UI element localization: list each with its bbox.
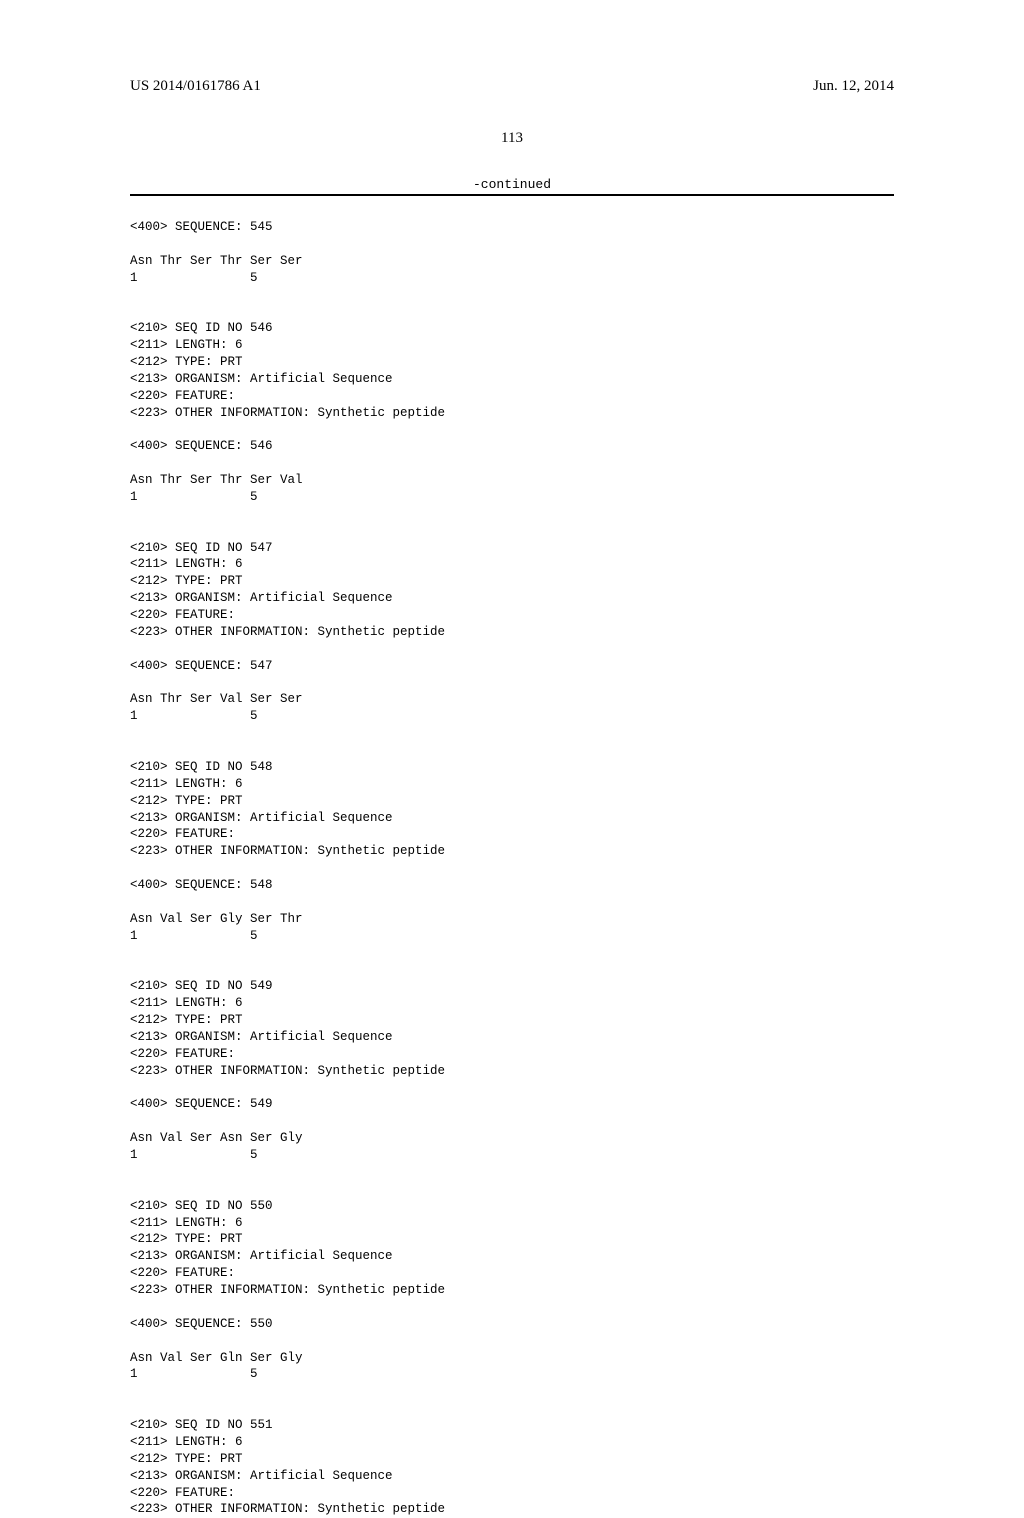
seq-400-line: <400> SEQUENCE: 545 (130, 220, 273, 234)
seq-position-numbers: 1 5 (130, 929, 258, 943)
seq-220-line: <220> FEATURE: (130, 1266, 235, 1280)
seq-210-line: <210> SEQ ID NO 548 (130, 760, 273, 774)
patent-page: US 2014/0161786 A1 Jun. 12, 2014 113 -co… (0, 0, 1024, 1320)
seq-223-line: <223> OTHER INFORMATION: Synthetic pepti… (130, 625, 445, 639)
seq-223-line: <223> OTHER INFORMATION: Synthetic pepti… (130, 1064, 445, 1078)
seq-position-numbers: 1 5 (130, 490, 258, 504)
seq-400-line: <400> SEQUENCE: 547 (130, 659, 273, 673)
seq-213-line: <213> ORGANISM: Artificial Sequence (130, 1469, 393, 1483)
seq-220-line: <220> FEATURE: (130, 827, 235, 841)
seq-400-line: <400> SEQUENCE: 548 (130, 878, 273, 892)
seq-211-line: <211> LENGTH: 6 (130, 557, 243, 571)
seq-220-line: <220> FEATURE: (130, 389, 235, 403)
seq-400-line: <400> SEQUENCE: 546 (130, 439, 273, 453)
seq-residues: Asn Thr Ser Thr Ser Ser (130, 254, 303, 268)
seq-210-line: <210> SEQ ID NO 549 (130, 979, 273, 993)
page-number: 113 (110, 130, 914, 147)
seq-210-line: <210> SEQ ID NO 547 (130, 541, 273, 555)
header-publication-number: US 2014/0161786 A1 (130, 78, 261, 95)
seq-213-line: <213> ORGANISM: Artificial Sequence (130, 1030, 393, 1044)
seq-220-line: <220> FEATURE: (130, 1486, 235, 1500)
seq-400-line: <400> SEQUENCE: 550 (130, 1317, 273, 1331)
seq-residues: Asn Thr Ser Val Ser Ser (130, 692, 303, 706)
seq-position-numbers: 1 5 (130, 709, 258, 723)
seq-223-line: <223> OTHER INFORMATION: Synthetic pepti… (130, 1502, 445, 1516)
continued-label: -continued (110, 177, 914, 192)
seq-212-line: <212> TYPE: PRT (130, 794, 243, 808)
seq-212-line: <212> TYPE: PRT (130, 1452, 243, 1466)
divider-line (130, 194, 894, 196)
seq-213-line: <213> ORGANISM: Artificial Sequence (130, 1249, 393, 1263)
seq-residues: Asn Val Ser Gln Ser Gly (130, 1351, 303, 1365)
seq-212-line: <212> TYPE: PRT (130, 1013, 243, 1027)
seq-210-line: <210> SEQ ID NO 550 (130, 1199, 273, 1213)
seq-223-line: <223> OTHER INFORMATION: Synthetic pepti… (130, 406, 445, 420)
seq-211-line: <211> LENGTH: 6 (130, 1435, 243, 1449)
seq-212-line: <212> TYPE: PRT (130, 574, 243, 588)
seq-212-line: <212> TYPE: PRT (130, 355, 243, 369)
seq-211-line: <211> LENGTH: 6 (130, 338, 243, 352)
seq-213-line: <213> ORGANISM: Artificial Sequence (130, 811, 393, 825)
seq-220-line: <220> FEATURE: (130, 1047, 235, 1061)
seq-residues: Asn Thr Ser Thr Ser Val (130, 473, 303, 487)
seq-residues: Asn Val Ser Gly Ser Thr (130, 912, 303, 926)
seq-position-numbers: 1 5 (130, 1367, 258, 1381)
seq-position-numbers: 1 5 (130, 271, 258, 285)
seq-residues: Asn Val Ser Asn Ser Gly (130, 1131, 303, 1145)
header-date: Jun. 12, 2014 (813, 78, 894, 95)
seq-213-line: <213> ORGANISM: Artificial Sequence (130, 591, 393, 605)
seq-223-line: <223> OTHER INFORMATION: Synthetic pepti… (130, 844, 445, 858)
seq-position-numbers: 1 5 (130, 1148, 258, 1162)
seq-223-line: <223> OTHER INFORMATION: Synthetic pepti… (130, 1283, 445, 1297)
seq-211-line: <211> LENGTH: 6 (130, 777, 243, 791)
seq-212-line: <212> TYPE: PRT (130, 1232, 243, 1246)
sequence-listing: <400> SEQUENCE: 545 Asn Thr Ser Thr Ser … (130, 202, 914, 1518)
seq-400-line: <400> SEQUENCE: 549 (130, 1097, 273, 1111)
seq-211-line: <211> LENGTH: 6 (130, 996, 243, 1010)
seq-210-line: <210> SEQ ID NO 546 (130, 321, 273, 335)
seq-213-line: <213> ORGANISM: Artificial Sequence (130, 372, 393, 386)
seq-211-line: <211> LENGTH: 6 (130, 1216, 243, 1230)
seq-210-line: <210> SEQ ID NO 551 (130, 1418, 273, 1432)
seq-220-line: <220> FEATURE: (130, 608, 235, 622)
